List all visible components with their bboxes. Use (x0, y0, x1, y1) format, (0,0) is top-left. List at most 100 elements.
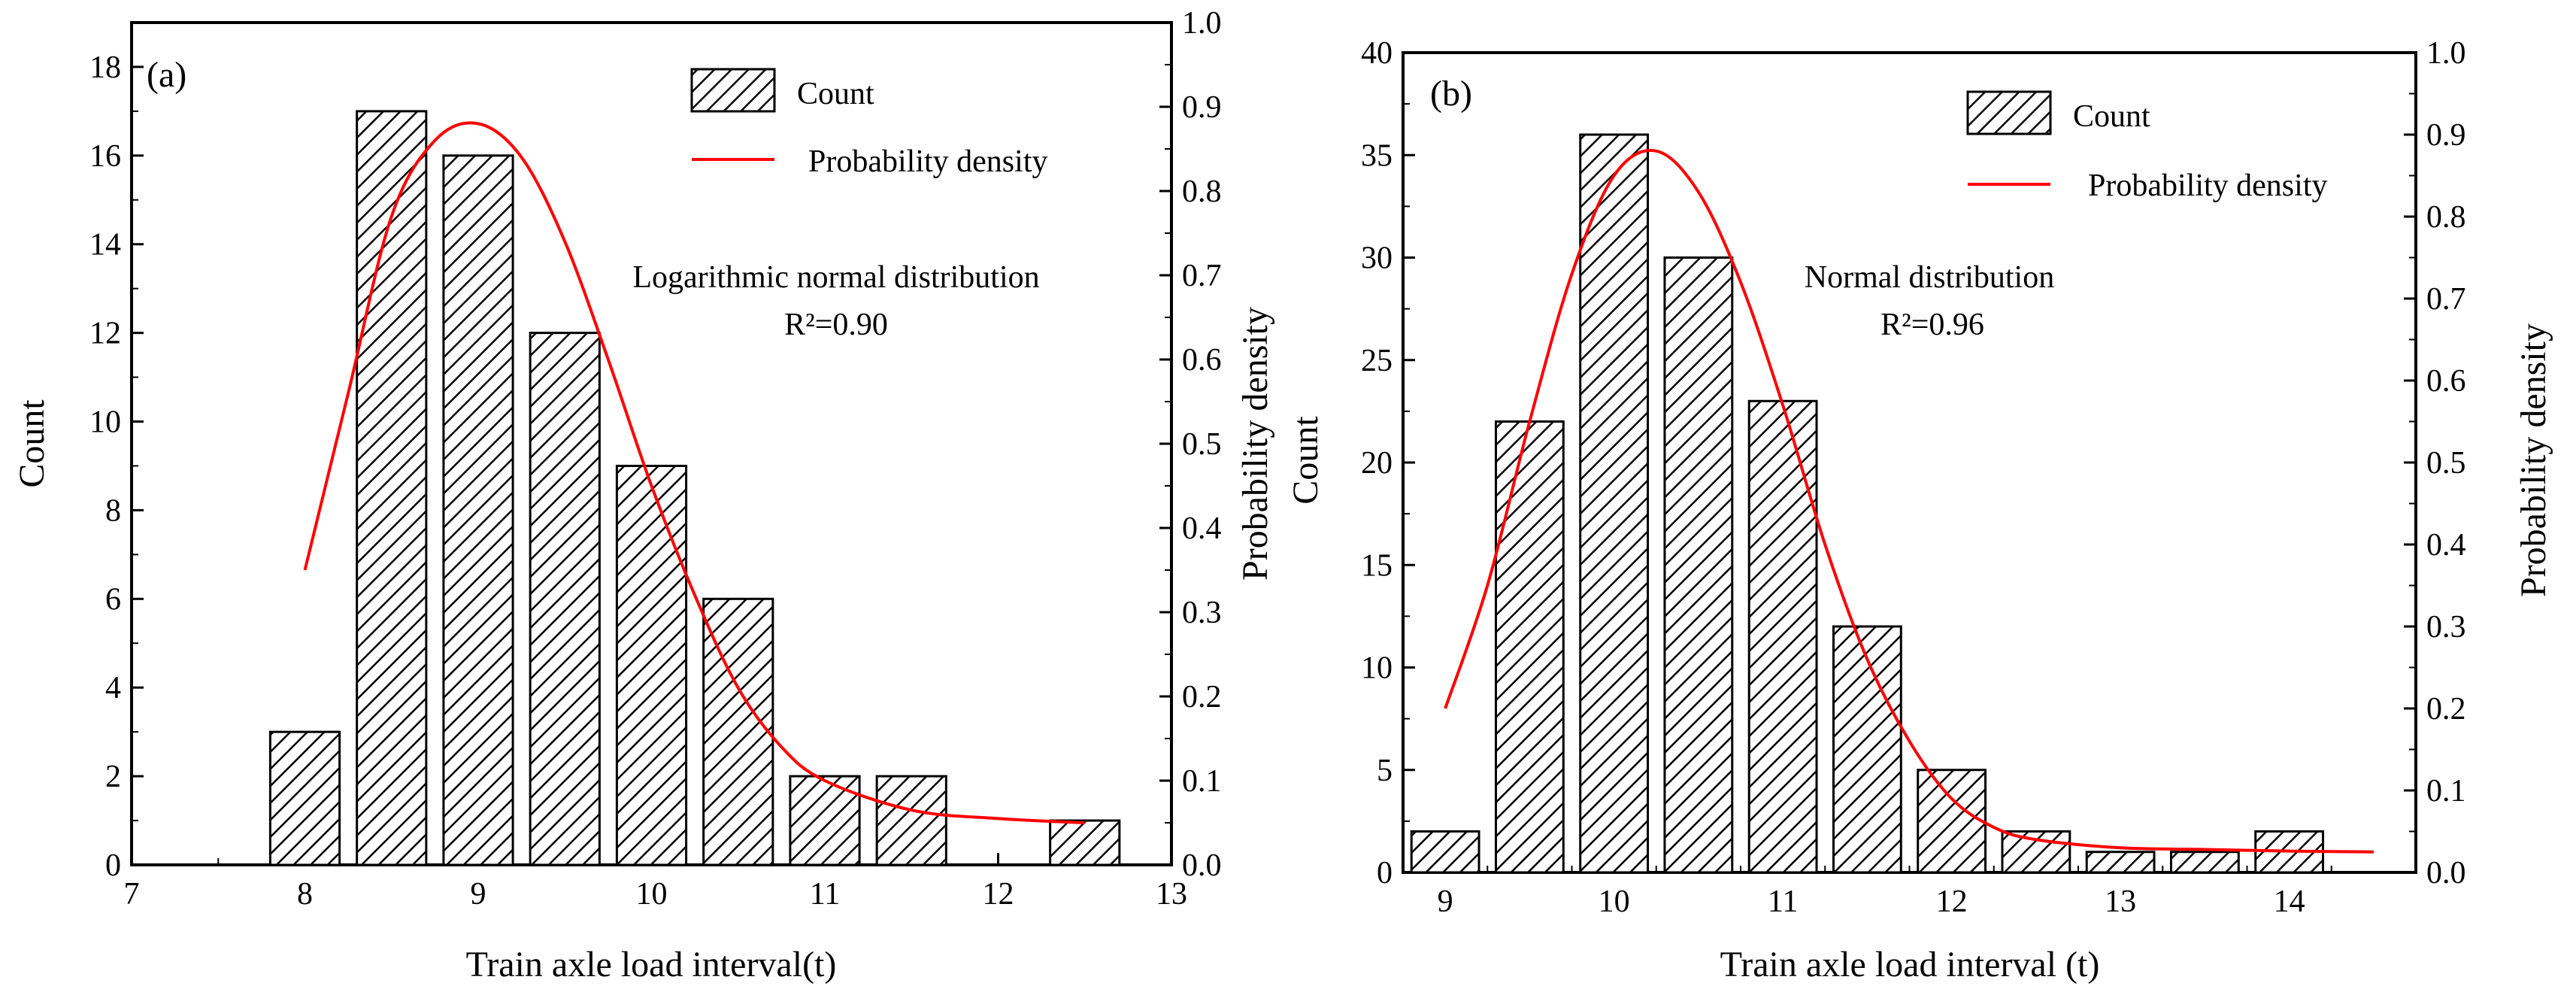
panel-a-y-tick-label: 6 (105, 582, 121, 617)
panel-b-y2-tick-label: 0.6 (2426, 364, 2466, 399)
panel-b-x-tick-label: 9 (1438, 884, 1453, 919)
panel-b-x-tick-label: 13 (2105, 884, 2136, 919)
panel-a-y-tick-label: 2 (105, 760, 121, 794)
panel-a-y-tick-label: 10 (89, 405, 121, 440)
panel-a-bar (529, 332, 601, 866)
panel-b-bar (1494, 420, 1565, 874)
panel-b-y-tick-label: 5 (1377, 754, 1393, 788)
panel-a-annotation-line2: R²=0.90 (784, 308, 888, 342)
panel-a-legend: Count Probability density (690, 68, 1048, 179)
panel-a-legend-density-label: Probability density (808, 144, 1048, 179)
panel-b-legend-density-label: Probability density (2088, 168, 2328, 203)
panel-b-density-line (1444, 149, 2374, 854)
panel-a-bar (615, 464, 688, 866)
panel-b-label: (b) (1430, 74, 1472, 114)
panel-b-x-tick-label: 12 (1936, 884, 1968, 919)
panel-b: 9 10 11 12 13 14 0 5 10 15 20 25 30 35 40 0.0 0.1 0.2 0.3 0… (1286, 36, 2553, 984)
panel-a-label: (a) (147, 55, 186, 95)
panel-a-y-tick-label: 0 (105, 848, 121, 883)
panel-a-x-tick-label: 9 (471, 877, 486, 912)
panel-b-y2-tick-label: 0.5 (2426, 446, 2466, 481)
panel-b-y-tick-label: 25 (1361, 344, 1393, 378)
panel-a-x-tick-label: 11 (810, 877, 840, 912)
panel-b-bars (1410, 133, 2325, 874)
panel-a-y2-tick-label: 0.6 (1182, 343, 1222, 378)
panel-b-y2-tick-label: 0.4 (2426, 528, 2466, 563)
panel-a-x-tick-label: 13 (1156, 877, 1187, 912)
panel-b-x-axis-label: Train axle load interval (t) (1720, 945, 2100, 984)
panel-b-legend: Count Probability density (1966, 90, 2328, 203)
panel-b-bar (1747, 399, 1818, 874)
panel-a-y2-tick-label: 0.0 (1182, 848, 1222, 883)
panel-a-x-tick-label: 10 (636, 877, 668, 912)
panel-a-annotation-line1: Logarithmic normal distribution (632, 260, 1039, 295)
panel-a-y-axis-label: Count (12, 399, 52, 488)
panel-a-bar (1049, 819, 1121, 866)
panel-b-y2-tick-label: 0.7 (2426, 282, 2466, 317)
panel-b-annotation-line2: R²=0.96 (1880, 308, 1984, 342)
panel-a-bar (875, 775, 947, 866)
panel-a: 7 8 9 10 11 12 13 0 2 4 6 8 10 12 14 16 18 0.0 0.1 0.2 0.3 0.… (12, 6, 1275, 984)
panel-a-y2-tick-label: 0.9 (1182, 90, 1222, 125)
panel-b-y2-tick-label: 0.1 (2426, 774, 2466, 808)
panel-a-bar (442, 154, 514, 866)
panel-a-y2-tick-label: 0.7 (1182, 259, 1222, 293)
panel-a-y2-tick-label: 0.1 (1182, 764, 1222, 799)
panel-a-y-tick-label: 18 (89, 50, 121, 85)
panel-b-y-tick-label: 20 (1361, 446, 1393, 481)
panel-b-bar (1832, 625, 1902, 874)
panel-a-y2-axis-label: Probability density (1235, 307, 1275, 581)
panel-a-bars (268, 110, 1121, 866)
panel-b-y-tick-label: 15 (1361, 548, 1393, 583)
panel-a-x-tick-label: 7 (124, 877, 140, 912)
panel-a-y-tick-label: 8 (105, 493, 121, 528)
panel-b-x-tick-label: 10 (1599, 884, 1630, 919)
panel-b-legend-count-swatch (1966, 90, 2052, 135)
panel-a-y2-tick-label: 0.2 (1182, 680, 1222, 714)
panel-b-y-tick-label: 0 (1377, 856, 1393, 890)
panel-a-density-line (303, 121, 1085, 824)
panel-b-bar (2085, 851, 2156, 874)
panel-b-y2-tick-label: 0.2 (2426, 692, 2466, 727)
panel-b-y-tick-label: 10 (1361, 651, 1393, 686)
panel-b-y-tick-label: 35 (1361, 138, 1393, 173)
panel-b-bar (2169, 851, 2240, 874)
panel-a-y2-tick-label: 0.3 (1182, 596, 1222, 630)
panel-a-x-tick-label: 12 (983, 877, 1014, 912)
panel-b-y2-tick-label: 0.3 (2426, 610, 2466, 645)
panel-b-y-tick-label: 40 (1361, 36, 1393, 71)
panel-a-y-tick-label: 12 (89, 317, 121, 351)
panel-a-y2-tick-label: 0.8 (1182, 174, 1222, 209)
panel-b-legend-count-label: Count (2073, 99, 2150, 134)
panel-a-y2-tick-label: 0.4 (1182, 511, 1222, 546)
panel-a-y-tick-label: 16 (89, 139, 121, 174)
panel-a-y-tick-label: 4 (105, 671, 121, 705)
panel-b-bar (1410, 830, 1480, 874)
panel-b-y2-tick-label: 0.9 (2426, 118, 2466, 153)
panel-b-bar (1663, 256, 1734, 874)
panel-a-y-tick-label: 14 (89, 228, 121, 262)
panel-a-legend-count-swatch (690, 68, 776, 113)
panel-b-y2-tick-label: 0.0 (2426, 856, 2466, 890)
panel-a-axes: 7 8 9 10 11 12 13 0 2 4 6 8 10 12 14 16 18 0.0 0.1 0.2 0.3 0.… (89, 6, 1222, 912)
panel-a-legend-count-label: Count (797, 77, 874, 111)
panel-b-x-tick-label: 14 (2274, 884, 2305, 919)
panel-b-y-axis-label: Count (1286, 416, 1326, 505)
panel-b-bar (2001, 830, 2071, 874)
panel-b-y2-axis-label: Probability density (2514, 323, 2553, 597)
panel-a-x-tick-label: 8 (297, 877, 313, 912)
panel-a-x-axis-label: Train axle load interval(t) (466, 945, 837, 984)
panel-a-bar (356, 110, 428, 866)
panel-b-y2-tick-label: 1.0 (2426, 36, 2466, 71)
panel-a-y2-tick-label: 1.0 (1182, 6, 1222, 41)
panel-b-y2-tick-label: 0.8 (2426, 200, 2466, 235)
panel-b-bar (1917, 769, 1987, 874)
panel-a-bar (268, 730, 341, 866)
panel-b-bar (1579, 133, 1650, 874)
panel-a-y2-tick-label: 0.5 (1182, 427, 1222, 462)
panel-b-annotation-line1: Normal distribution (1805, 260, 2054, 295)
panel-b-x-tick-label: 11 (1768, 884, 1798, 919)
panel-b-y-tick-label: 30 (1361, 241, 1393, 276)
